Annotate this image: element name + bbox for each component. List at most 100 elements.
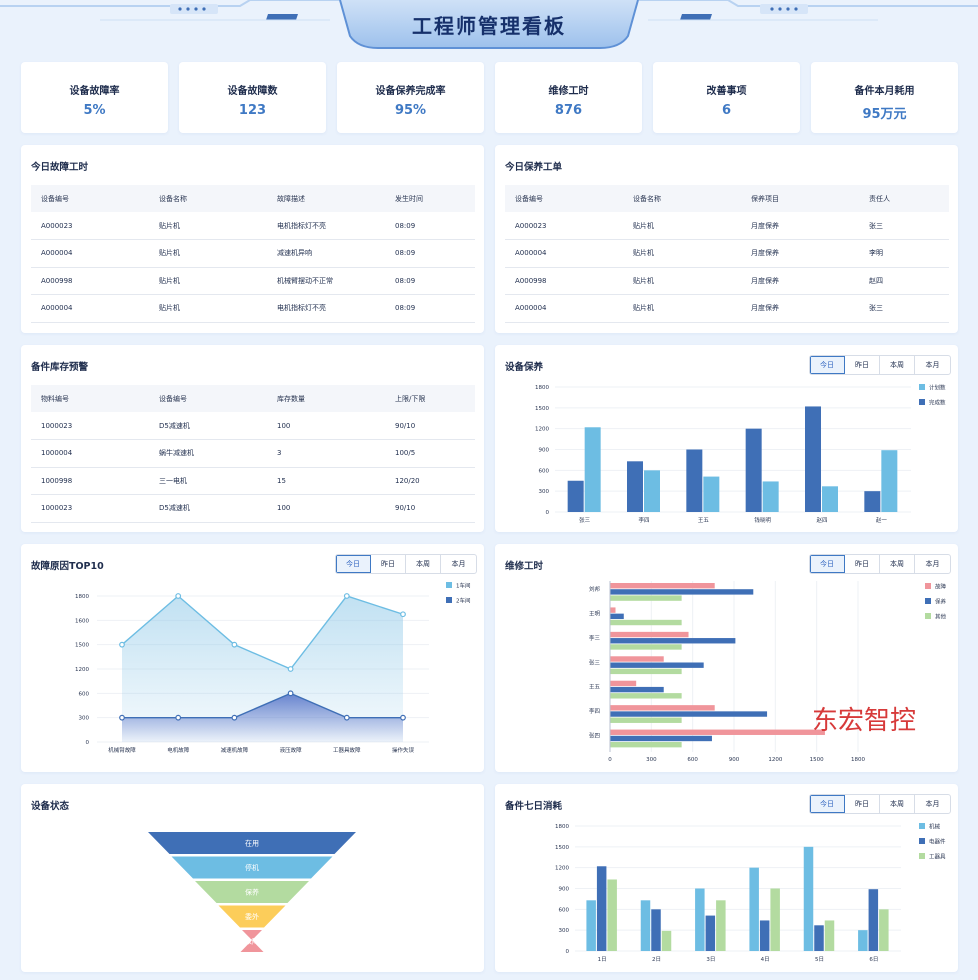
- watermark-text: 东宏智控: [812, 706, 917, 736]
- table-row[interactable]: A000998 贴片机 月度保养 赵四: [505, 267, 949, 295]
- table-row[interactable]: A000004 贴片机 电机指标灯不亮 08:09: [31, 294, 475, 323]
- bar: [703, 476, 720, 512]
- kpi-value: 5%: [83, 103, 106, 118]
- data-point: [119, 714, 125, 721]
- table-cell: 08:09: [385, 267, 475, 295]
- tab-week[interactable]: 本周: [880, 795, 915, 813]
- table-cell: 机械臂摆动不正常: [267, 267, 385, 295]
- tab-yesterday[interactable]: 昨日: [371, 555, 406, 573]
- x-tick-label: 600: [687, 757, 698, 763]
- legend-label: 1车间: [456, 582, 471, 590]
- tab-week[interactable]: 本周: [406, 555, 441, 573]
- funnel-label: 故障: [245, 937, 259, 946]
- y-tick-label: 0: [86, 740, 90, 746]
- column-header: 设备名称: [149, 185, 267, 212]
- data-point: [287, 690, 294, 697]
- tab-month[interactable]: 本月: [925, 361, 940, 369]
- kpi-label: 设备故障数: [227, 86, 278, 97]
- device-maint-chart: 0 300 600 900 1200 1500 1800 张三 李四 王五 钱晓明 赵四 赵一 计划数完成…: [535, 384, 946, 525]
- y-tick-label: 300: [79, 716, 90, 722]
- table-row[interactable]: A000004 贴片机 月度保养 李明: [505, 239, 949, 268]
- bar: [864, 491, 881, 512]
- table-row[interactable]: 1000023 D5减速机 100 90/10: [31, 494, 475, 523]
- legend-swatch: [919, 853, 925, 859]
- table-row[interactable]: A000004 贴片机 月度保养 张三: [505, 294, 949, 323]
- table-row[interactable]: 1000023 D5减速机 100 90/10: [31, 412, 475, 440]
- tab-yesterday[interactable]: 昨日: [845, 795, 880, 813]
- column-header: 物料编号: [31, 385, 149, 412]
- bar: [881, 450, 898, 512]
- legend-label: 完成数: [929, 399, 946, 407]
- header-decoration: [0, 0, 978, 49]
- legend-label: 故障: [935, 583, 947, 591]
- x-tick-label: 电机故障: [167, 746, 190, 754]
- bar: [695, 888, 705, 951]
- kpi-fault-rate: 设备故障率 5%: [21, 62, 168, 133]
- y-tick-label: 1800: [75, 594, 89, 600]
- tab-today[interactable]: 今日: [810, 795, 845, 813]
- x-tick-label: 机械臂故障: [108, 746, 136, 754]
- tab-month[interactable]: 本月: [925, 800, 940, 808]
- x-tick-label: 液压故障: [280, 746, 303, 754]
- bar: [858, 930, 868, 951]
- kpi-spare-cost: 备件本月耗用 95万元: [811, 62, 958, 133]
- table-cell: 贴片机: [623, 239, 741, 268]
- table-row[interactable]: A000998 贴片机 机械臂摆动不正常 08:09: [31, 267, 475, 295]
- table-cell: 3: [267, 439, 385, 468]
- kpi-value: 95%: [394, 103, 427, 118]
- card-title: 备件库存预警: [31, 362, 89, 373]
- bar: [567, 480, 584, 512]
- x-tick-label: 5日: [815, 956, 824, 963]
- tab-week[interactable]: 本周: [880, 356, 915, 374]
- bar: [805, 406, 821, 512]
- table-row[interactable]: A000023 贴片机 月度保养 张三: [505, 212, 949, 240]
- tab-today[interactable]: 今日: [810, 356, 845, 374]
- table-row[interactable]: 1000998 三一电机 15 120/20: [31, 467, 475, 495]
- series-line: [121, 595, 404, 670]
- table-cell: D5减速机: [149, 412, 267, 440]
- table-row[interactable]: 1000004 蜗牛减速机 3 100/5: [31, 439, 475, 468]
- column-header: 故障描述: [267, 185, 385, 212]
- tab-today[interactable]: 今日: [336, 555, 371, 573]
- bar: [610, 595, 682, 601]
- table-cell: 100: [267, 412, 385, 440]
- spare-7day-chart: 0 300 600 900 1200 1500 1800 1日 2日 3日 4日 5日 6日 机械电器件工…: [555, 823, 946, 964]
- data-point: [343, 593, 350, 599]
- y-tick-label: 600: [559, 907, 570, 913]
- column-header: 设备编号: [149, 385, 267, 412]
- bar: [610, 613, 624, 620]
- legend-swatch: [925, 598, 931, 604]
- table-cell: 15: [267, 467, 385, 495]
- tab-month[interactable]: 本月: [925, 560, 940, 568]
- table-cell: 贴片机: [623, 267, 741, 295]
- table-cell: A000004: [31, 239, 149, 268]
- bar: [610, 668, 682, 675]
- tab-week[interactable]: 本周: [880, 555, 915, 573]
- x-tick-label: 张三: [579, 516, 591, 524]
- tab-month[interactable]: 本月: [451, 560, 466, 568]
- bar: [770, 888, 780, 951]
- table-cell: 1000998: [31, 467, 149, 495]
- table-row[interactable]: A000004 贴片机 减速机异响 08:09: [31, 239, 475, 268]
- bar: [644, 470, 660, 512]
- tab-today[interactable]: 今日: [810, 555, 845, 573]
- funnel-segment: [148, 832, 356, 854]
- table-cell: 减速机异响: [267, 239, 385, 268]
- y-tick-label: 1500: [535, 406, 549, 412]
- table-cell: A000004: [505, 239, 623, 268]
- bar: [610, 729, 825, 735]
- y-tick-label: 900: [559, 887, 570, 893]
- data-point: [175, 593, 182, 599]
- table-cell: 张三: [859, 212, 949, 240]
- tab-yesterday[interactable]: 昨日: [845, 555, 880, 573]
- kpi-label: 设备保养完成率: [375, 86, 446, 97]
- tab-yesterday[interactable]: 昨日: [845, 356, 880, 374]
- kpi-improvements: 改善事项 6: [653, 62, 800, 133]
- table-row[interactable]: A000023 贴片机 电机指标灯不亮 08:09: [31, 212, 475, 240]
- card-title: 维修工时: [505, 561, 544, 572]
- x-tick-label: 减速机故障: [221, 746, 249, 754]
- bar: [610, 583, 715, 589]
- period-tabs: 今日 昨日 本周 本月: [809, 554, 951, 574]
